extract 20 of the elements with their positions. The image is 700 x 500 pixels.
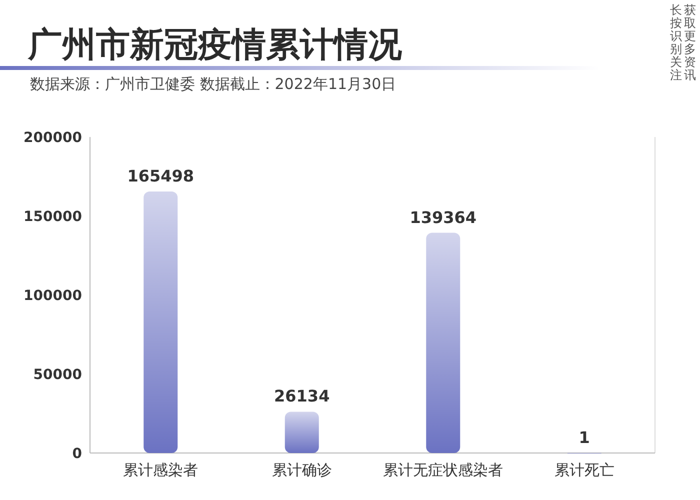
bar: [144, 192, 178, 453]
x-tick-label: 累计无症状感染者: [383, 461, 504, 479]
text: 长按识别关注: [670, 3, 682, 82]
bar: [426, 232, 460, 453]
x-tick-label: 累计死亡: [554, 461, 614, 479]
bar: [284, 412, 319, 453]
data-label: 139364: [410, 208, 477, 227]
y-tick-label: 100000: [24, 288, 82, 304]
y-tick-label: 200000: [24, 130, 82, 146]
x-tick-label: 累计确诊: [272, 461, 332, 479]
text: 获取更多资讯: [684, 3, 696, 82]
x-tick-label: 累计感染者: [123, 461, 198, 479]
y-tick-label: 150000: [24, 209, 82, 225]
chart-title: 广州市新冠疫情累计情况: [27, 25, 403, 65]
data-label: 165498: [127, 166, 194, 186]
y-tick-label: 50000: [33, 367, 82, 383]
data-label: 1: [578, 428, 590, 447]
y-tick-label: 0: [72, 446, 82, 462]
data-label: 26134: [274, 386, 330, 406]
chart-subtitle: 数据来源：广州市卫健委 数据截止：2022年11月30日: [30, 75, 396, 93]
